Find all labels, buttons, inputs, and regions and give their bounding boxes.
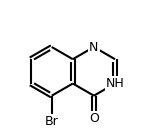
- Text: Br: Br: [45, 115, 59, 128]
- Text: O: O: [89, 112, 99, 125]
- Text: NH: NH: [106, 77, 124, 90]
- Text: N: N: [89, 41, 99, 54]
